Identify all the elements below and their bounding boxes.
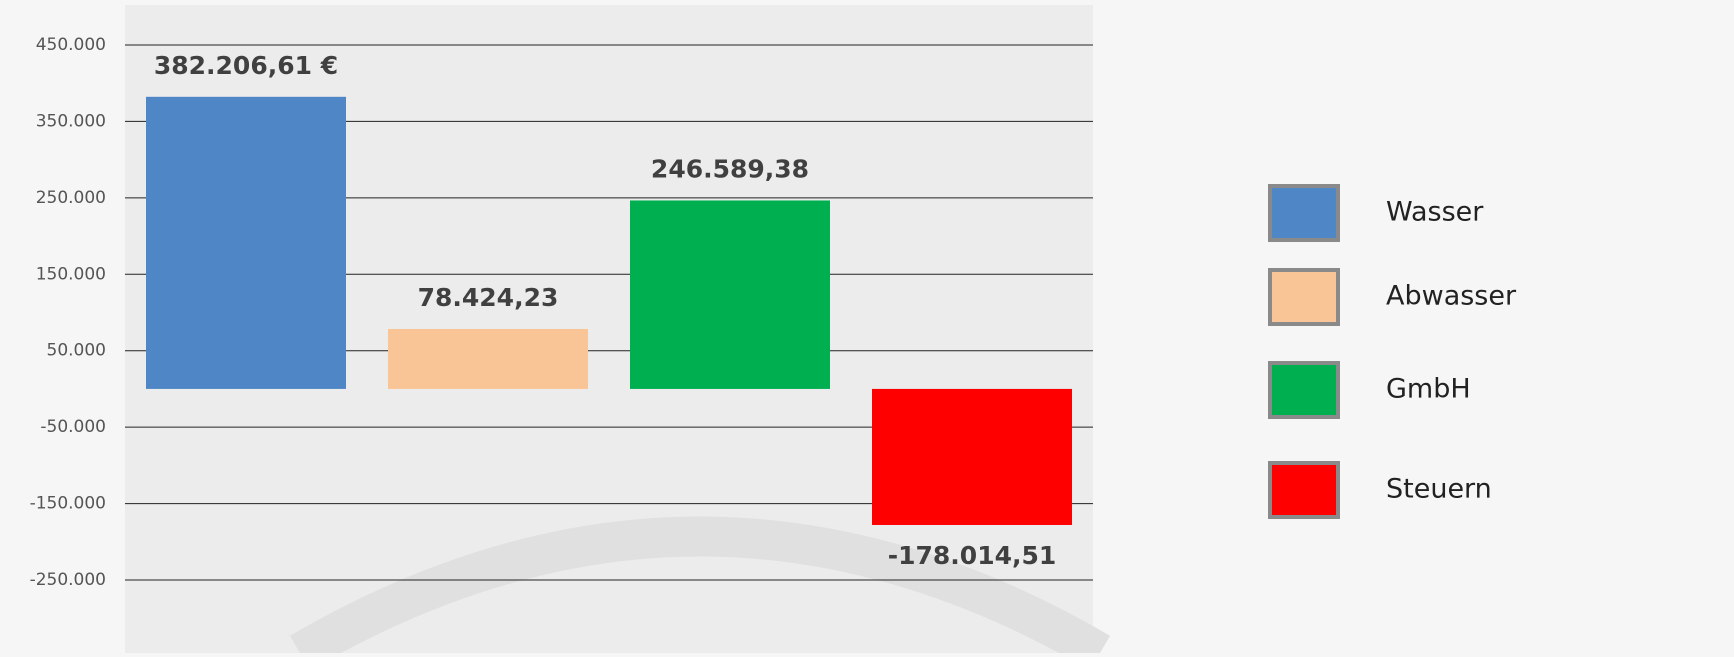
- legend-swatch: [1268, 268, 1340, 326]
- bar: [146, 96, 346, 389]
- y-tick-label: 250.000: [36, 188, 106, 208]
- y-tick-label: -50.000: [40, 417, 106, 437]
- legend-swatch: [1268, 361, 1340, 419]
- legend-swatch: [1268, 461, 1340, 519]
- bar: [630, 200, 830, 389]
- legend-label: Wasser: [1386, 197, 1484, 228]
- data-label: 382.206,61 €: [154, 51, 338, 80]
- legend-label: GmbH: [1386, 374, 1471, 405]
- bar: [872, 388, 1072, 525]
- legend-label: Steuern: [1386, 474, 1492, 505]
- bar: [388, 328, 588, 389]
- data-label: -178.014,51: [888, 541, 1057, 570]
- data-label: 78.424,23: [418, 283, 559, 312]
- background-swirl: [289, 516, 1111, 657]
- y-tick-label: 350.000: [36, 111, 106, 131]
- y-tick-label: 50.000: [47, 341, 106, 361]
- y-tick-label: -150.000: [30, 494, 106, 514]
- legend-label: Abwasser: [1386, 281, 1517, 312]
- legend-swatch: [1268, 184, 1340, 242]
- data-label: 246.589,38: [651, 154, 809, 183]
- y-tick-label: -250.000: [30, 570, 106, 590]
- y-tick-label: 150.000: [36, 264, 106, 284]
- y-tick-label: 450.000: [36, 35, 106, 55]
